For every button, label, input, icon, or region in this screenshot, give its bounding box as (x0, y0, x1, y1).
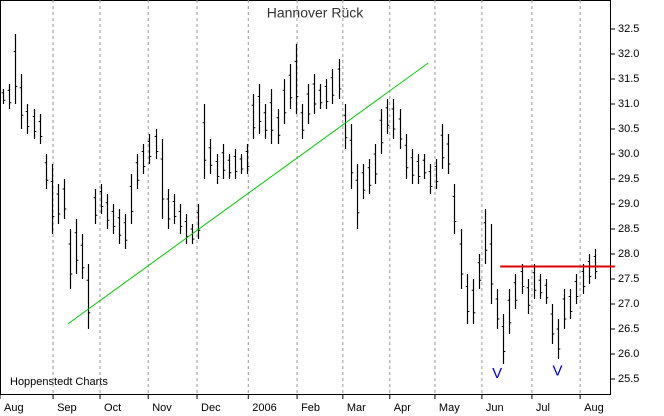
x-tick-label: Jun (486, 402, 504, 414)
x-tick-label: Dec (201, 402, 221, 414)
x-tick-label: Apr (394, 402, 411, 414)
source-label: Hoppenstedt Charts (10, 376, 108, 388)
x-tick-label: Aug (584, 402, 604, 414)
y-tick-label: 30.5 (618, 123, 639, 135)
y-tick-label: 28.5 (618, 223, 639, 235)
x-tick-label: Aug (4, 402, 24, 414)
chart-title: Hannover Rück (267, 5, 364, 21)
annotation: V (492, 365, 502, 382)
y-tick-label: 26.5 (618, 323, 639, 335)
y-tick-label: 29.5 (618, 173, 639, 185)
x-tick-label: Jul (536, 402, 550, 414)
x-tick-label: 2006 (252, 402, 276, 414)
annotation: V (553, 362, 563, 379)
y-tick-label: 30.0 (618, 148, 639, 160)
x-tick-label: Oct (104, 402, 121, 414)
y-tick-label: 31.0 (618, 98, 639, 110)
y-tick-label: 32.5 (618, 23, 639, 35)
y-tick-label: 26.0 (618, 348, 639, 360)
y-tick-label: 32.0 (618, 48, 639, 60)
x-tick-label: May (439, 402, 460, 414)
x-tick-label: Feb (301, 402, 320, 414)
y-tick-label: 31.5 (618, 73, 639, 85)
x-tick-label: Sep (57, 402, 77, 414)
trend-line (67, 62, 429, 325)
x-tick-label: Nov (152, 402, 172, 414)
y-tick-label: 25.5 (618, 373, 639, 385)
plot-frame (0, 0, 611, 395)
y-tick-label: 29.0 (618, 198, 639, 210)
y-tick-label: 28.0 (618, 248, 639, 260)
x-tick-label: Mar (347, 402, 366, 414)
y-tick-label: 27.0 (618, 298, 639, 310)
y-tick-label: 27.5 (618, 273, 639, 285)
